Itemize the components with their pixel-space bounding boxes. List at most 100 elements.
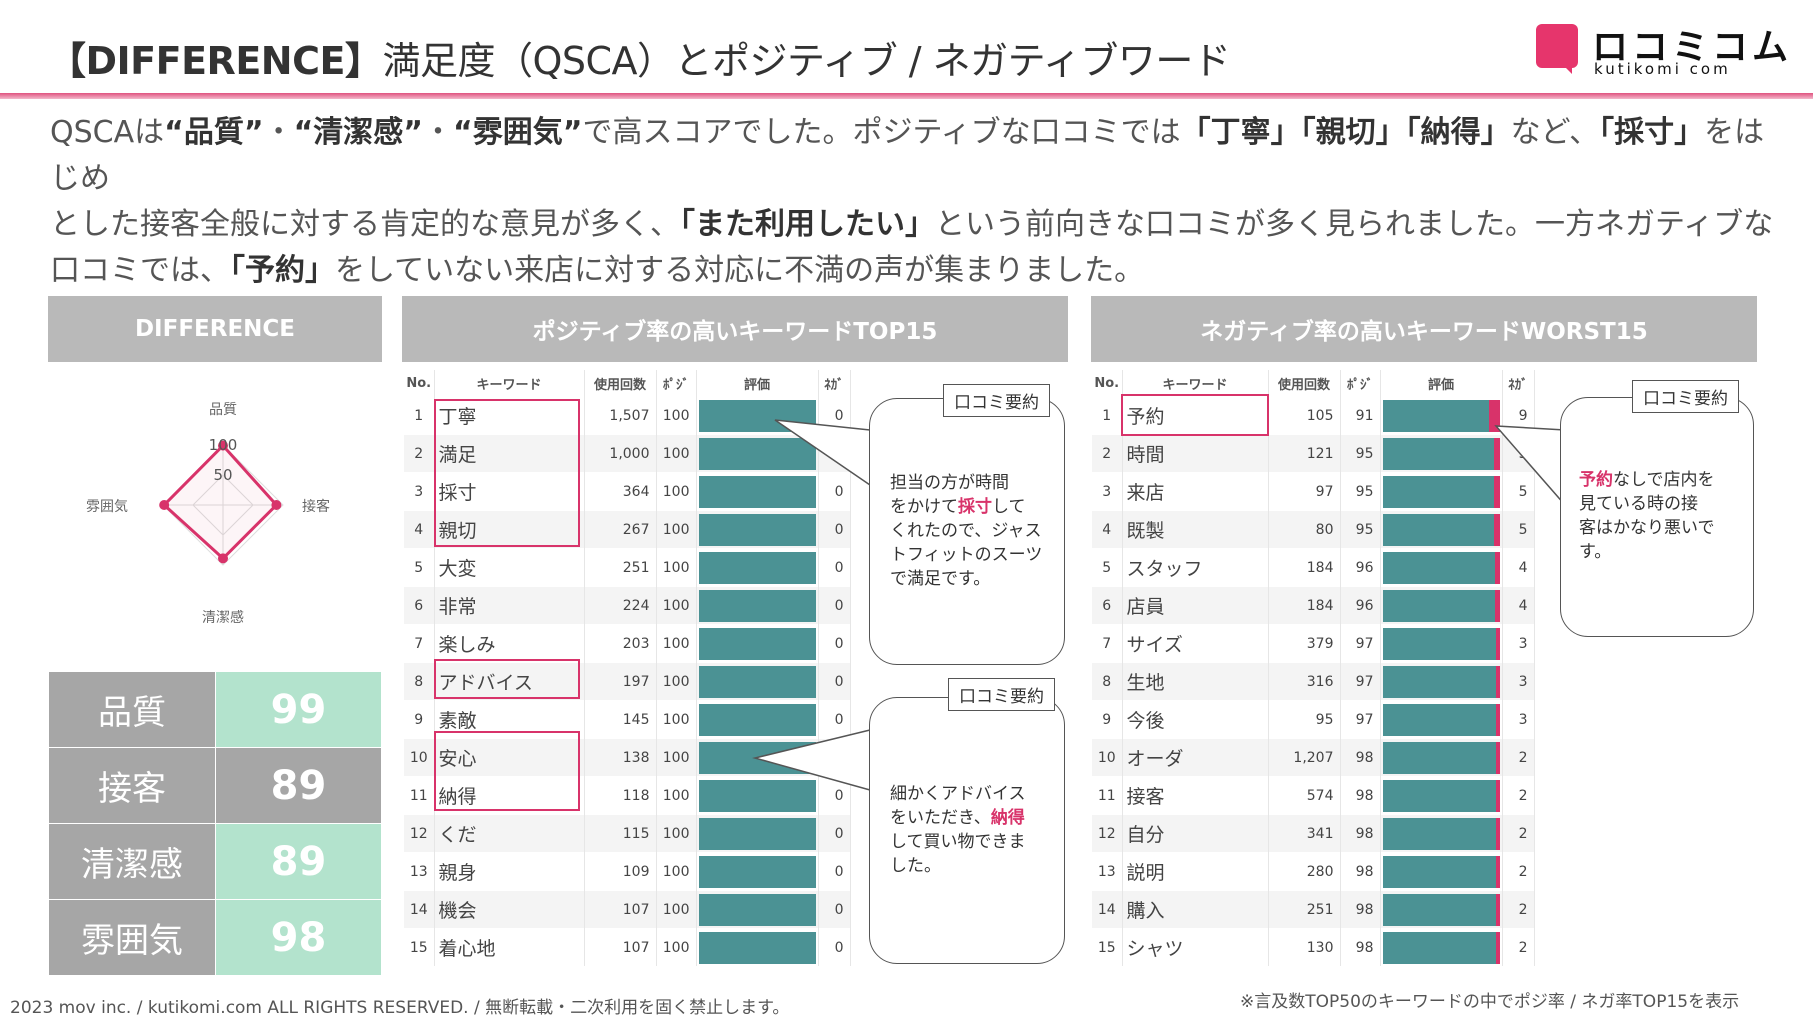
neg-rate-cell: 2 — [1502, 738, 1535, 777]
rating-bar-cell — [696, 662, 819, 701]
row-number: 4 — [404, 510, 435, 549]
neg-rate-cell: 3 — [1502, 662, 1535, 701]
rating-bar — [1382, 399, 1500, 432]
keyword-cell: サイズ — [1122, 624, 1269, 663]
rating-bar — [698, 513, 816, 546]
keyword-cell: 店員 — [1122, 586, 1269, 625]
callout-tag: 口コミ要約 — [1632, 380, 1739, 413]
count-cell: 203 — [584, 624, 657, 663]
rating-bar — [1382, 627, 1500, 660]
table-row: 11 納得 118 100 0 — [404, 776, 851, 815]
radar-point — [271, 500, 282, 510]
logo-url: kutikomi com — [1594, 60, 1731, 78]
pos-rate-cell: 100 — [656, 586, 697, 625]
neg-rate-cell: 5 — [1502, 472, 1535, 511]
negative-header: ネガティブ率の高いキーワードWORST15 — [1091, 296, 1757, 362]
copyright-footer: 2023 mov inc. / kutikomi.com ALL RIGHTS … — [10, 998, 790, 1018]
review-summary-callout: 担当の方が時間 をかけて採寸して くれたので、ジャス トフィットのスーツ で満足… — [869, 398, 1065, 665]
rating-bar — [1382, 741, 1500, 774]
table-row: 12 くだ 115 100 0 — [404, 814, 851, 853]
speech-bubble-icon — [1536, 24, 1578, 74]
neg-rate-cell: 0 — [818, 510, 851, 549]
row-number: 8 — [1092, 662, 1123, 701]
row-number: 2 — [1092, 434, 1123, 473]
count-cell: 364 — [584, 472, 657, 511]
row-number: 10 — [404, 738, 435, 777]
rating-bar — [698, 779, 816, 812]
col-rating: 評価 — [696, 370, 819, 397]
neg-rate-cell: 4 — [1502, 586, 1535, 625]
row-number: 15 — [1092, 928, 1123, 966]
table-row: 10 オーダ 1,207 98 2 — [1092, 738, 1535, 777]
count-cell: 251 — [1268, 890, 1341, 929]
row-number: 15 — [404, 928, 435, 966]
table-row: 6 非常 224 100 0 — [404, 586, 851, 625]
rating-bar-cell — [1380, 700, 1503, 739]
row-number: 11 — [1092, 776, 1123, 815]
negative-portion-bar — [1496, 665, 1500, 698]
rating-bar-cell — [1380, 662, 1503, 701]
positive-header: ポジティブ率の高いキーワードTOP15 — [402, 296, 1068, 362]
table-row: 14 機会 107 100 0 — [404, 890, 851, 929]
rating-bar — [1382, 589, 1500, 622]
keyword-cell: 安心 — [434, 738, 585, 777]
rating-bar — [698, 855, 816, 888]
count-cell: 109 — [584, 852, 657, 891]
keyword-cell: スタッフ — [1122, 548, 1269, 587]
table-row: 5 スタッフ 184 96 4 — [1092, 548, 1535, 587]
callout-tag: 口コミ要約 — [948, 678, 1055, 711]
col-neg: ﾈｶﾞ — [818, 370, 851, 397]
table-row: 6 店員 184 96 4 — [1092, 586, 1535, 625]
negative-portion-bar — [1496, 855, 1500, 888]
brand-logo[interactable]: ロコミコム kutikomi com — [1536, 22, 1788, 82]
rating-bar — [698, 589, 816, 622]
page-title: 【DIFFERENCE】満足度（QSCA）とポジティブ / ネガティブワード — [48, 39, 1231, 83]
title-underline — [0, 93, 1813, 99]
rating-bar-cell — [1380, 928, 1503, 966]
pos-rate-cell: 98 — [1340, 852, 1381, 891]
pos-rate-cell: 91 — [1340, 396, 1381, 435]
radar-point — [218, 553, 228, 564]
qsca-radar-chart: 品質 接客 清潔感 雰囲気 100 50 — [86, 402, 330, 626]
neg-rate-cell: 4 — [1502, 548, 1535, 587]
rating-bar-cell — [1380, 890, 1503, 929]
neg-rate-cell: 0 — [818, 700, 851, 739]
rating-bar — [1382, 513, 1500, 546]
rating-bar-cell — [1380, 738, 1503, 777]
rating-bar — [698, 817, 816, 850]
table-row: 15 着心地 107 100 0 — [404, 928, 851, 966]
keyword-cell: 親切 — [434, 510, 585, 549]
rating-bar — [1382, 893, 1500, 926]
score-row: 品質 99 — [48, 671, 382, 748]
pos-rate-cell: 95 — [1340, 434, 1381, 473]
negative-portion-bar — [1493, 513, 1500, 546]
pos-rate-cell: 100 — [656, 890, 697, 929]
rating-bar-cell — [1380, 814, 1503, 853]
radar-axis-label: 雰囲気 — [86, 499, 128, 515]
pos-rate-cell: 100 — [656, 776, 697, 815]
table-row: 1 丁寧 1,507 100 0 — [404, 396, 851, 435]
neg-rate-cell: 0 — [818, 814, 851, 853]
row-number: 13 — [1092, 852, 1123, 891]
table-row: 9 素敵 145 100 0 — [404, 700, 851, 739]
count-cell: 1,207 — [1268, 738, 1341, 777]
callout-tag: 口コミ要約 — [943, 384, 1050, 417]
table-row: 7 楽しみ 203 100 0 — [404, 624, 851, 663]
negative-portion-bar — [1496, 703, 1500, 736]
radar-axis-label: 清潔感 — [202, 609, 244, 626]
table-row: 1 予約 105 91 9 — [1092, 396, 1535, 435]
count-cell: 267 — [584, 510, 657, 549]
table-row: 11 接客 574 98 2 — [1092, 776, 1535, 815]
rating-bar — [698, 475, 816, 508]
rating-bar-cell — [1380, 472, 1503, 511]
table-row: 14 購入 251 98 2 — [1092, 890, 1535, 929]
rating-bar — [1382, 437, 1500, 470]
neg-rate-cell: 0 — [818, 852, 851, 891]
neg-rate-cell: 0 — [818, 586, 851, 625]
keyword-cell: 親身 — [434, 852, 585, 891]
positive-keyword-table: No. キーワード 使用回数 ﾎﾟｼﾞ 評価 ﾈｶﾞ 1 丁寧 1,507 100 0 2… — [404, 370, 851, 966]
keyword-cell: 時間 — [1122, 434, 1269, 473]
summary-text: QSCAは“品質”・“清潔感”・“雰囲気”で高スコアでした。ポジティブな口コミで… — [50, 110, 1780, 294]
count-cell: 80 — [1268, 510, 1341, 549]
col-no: No. — [404, 370, 435, 397]
